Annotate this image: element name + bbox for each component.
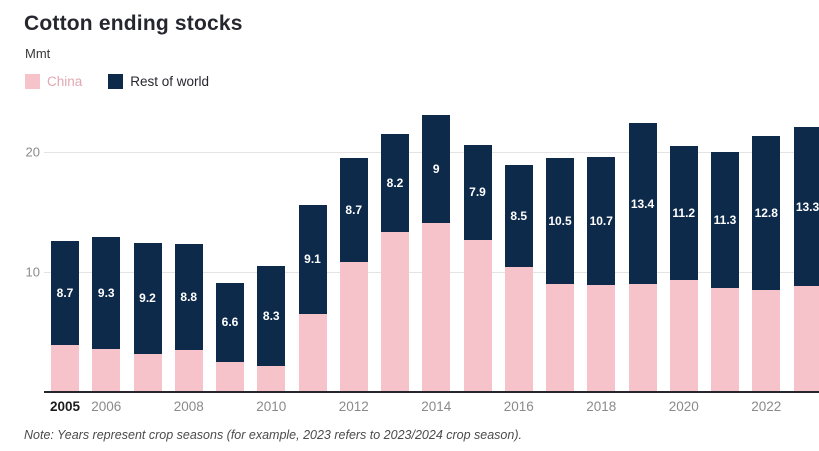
- bar-segment-rest-of-world-2011: 9.1: [298, 204, 327, 314]
- bar-segment-rest-of-world-2017: 10.5: [546, 158, 574, 284]
- bar-segment-rest-of-world-2008: 8.8: [174, 244, 203, 350]
- bar-segment-china-2019: [628, 284, 657, 392]
- bar-value-label: 10.7: [589, 213, 613, 228]
- bar-segment-rest-of-world-2007: 9.2: [133, 243, 162, 354]
- bar-value-label: 13.3: [795, 199, 819, 214]
- unit-label: Mmt: [25, 46, 51, 61]
- legend-swatch-icon: [108, 74, 124, 89]
- legend-label: China: [47, 74, 83, 89]
- bar-segment-china-2005: [51, 345, 79, 392]
- x-axis-tick-label-2006: 2006: [91, 399, 122, 414]
- y-axis-tick-label-20: 20: [25, 144, 40, 160]
- x-axis-tick-label-2016: 2016: [503, 399, 534, 414]
- bar-value-label: 8.8: [180, 290, 198, 305]
- bar-segment-rest-of-world-2010: 8.3: [257, 266, 286, 366]
- bar-segment-rest-of-world-2019: 13.4: [628, 123, 657, 284]
- x-axis-tick-label-2018: 2018: [586, 399, 617, 414]
- bar-value-label: 11.2: [672, 206, 696, 221]
- x-axis-tick-label-2020: 2020: [668, 399, 699, 414]
- bar-value-label: 10.5: [548, 214, 572, 228]
- x-axis-line: [44, 391, 819, 393]
- x-axis-tick-label-2010: 2010: [256, 399, 287, 414]
- bar-segment-china-2014: [422, 222, 451, 392]
- x-axis-tick-label-2008: 2008: [173, 399, 204, 414]
- bar-segment-china-2022: [752, 290, 781, 392]
- bar-value-label: 9.1: [304, 252, 321, 267]
- bar-value-label: 8.7: [56, 285, 74, 300]
- bar-segment-rest-of-world-2014: 9: [422, 114, 451, 223]
- bar-segment-rest-of-world-2022: 12.8: [752, 136, 781, 290]
- bar-segment-china-2012: [339, 262, 368, 392]
- bar-segment-china-2010: [257, 365, 286, 392]
- bar-segment-china-2011: [298, 314, 327, 392]
- bar-segment-rest-of-world-2015: 7.9: [463, 144, 492, 240]
- bar-segment-rest-of-world-2005: 8.7: [51, 240, 79, 346]
- legend-swatch-icon: [25, 74, 40, 89]
- bar-value-label: 8.2: [386, 176, 404, 191]
- bar-segment-china-2015: [463, 239, 492, 392]
- bar-segment-rest-of-world-2023: 13.3: [793, 126, 819, 287]
- bar-segment-china-2007: [133, 353, 162, 392]
- bar-segment-rest-of-world-2012: 8.7: [339, 158, 368, 263]
- bar-value-label: 12.8: [754, 206, 778, 221]
- bar-segment-rest-of-world-2006: 9.3: [92, 237, 121, 349]
- legend-item-china: China: [25, 74, 82, 89]
- y-axis-tick-label-10: 10: [25, 264, 40, 280]
- bar-segment-china-2023: [793, 286, 819, 392]
- bar-segment-china-2017: [546, 284, 574, 392]
- bar-segment-china-2021: [711, 287, 739, 392]
- bar-segment-china-2013: [381, 232, 409, 392]
- legend-label: Rest of world: [130, 74, 210, 89]
- bar-value-label: 9.3: [97, 285, 115, 300]
- bar-value-label: 9.2: [139, 291, 156, 306]
- x-axis-tick-label-2005: 2005: [49, 399, 81, 414]
- bar-value-label: 8.3: [262, 308, 280, 323]
- bar-segment-rest-of-world-2021: 11.3: [711, 152, 739, 288]
- bar-value-label: 6.6: [221, 315, 239, 330]
- x-axis-tick-label-2012: 2012: [338, 399, 369, 414]
- bar-segment-china-2016: [504, 267, 533, 392]
- bar-value-label: 7.9: [469, 185, 486, 200]
- footnote: Note: Years represent crop seasons (for …: [24, 428, 522, 442]
- bar-segment-rest-of-world-2016: 8.5: [504, 165, 533, 268]
- bar-segment-china-2006: [92, 348, 121, 392]
- bar-segment-rest-of-world-2018: 10.7: [587, 156, 616, 286]
- bar-segment-rest-of-world-2009: 6.6: [216, 282, 244, 362]
- bar-segment-rest-of-world-2013: 8.2: [381, 134, 409, 233]
- x-axis-tick-label-2014: 2014: [421, 399, 452, 414]
- bar-value-label: 13.4: [630, 196, 655, 211]
- legend: China Rest of world: [25, 74, 209, 89]
- bar-segment-china-2020: [669, 280, 698, 392]
- bar-segment-china-2018: [587, 285, 616, 392]
- page-title: Cotton ending stocks: [24, 12, 243, 35]
- bar-value-label: 9: [432, 161, 440, 176]
- bar-segment-china-2009: [216, 362, 244, 392]
- bar-value-label: 11.3: [713, 212, 737, 227]
- legend-item-rest-of-world: Rest of world: [108, 74, 209, 89]
- bar-segment-china-2008: [174, 350, 203, 392]
- bar-value-label: 8.5: [510, 209, 528, 224]
- bar-segment-rest-of-world-2020: 11.2: [669, 146, 698, 281]
- x-axis-tick-label-2022: 2022: [751, 399, 782, 414]
- bar-value-label: 8.7: [345, 203, 363, 218]
